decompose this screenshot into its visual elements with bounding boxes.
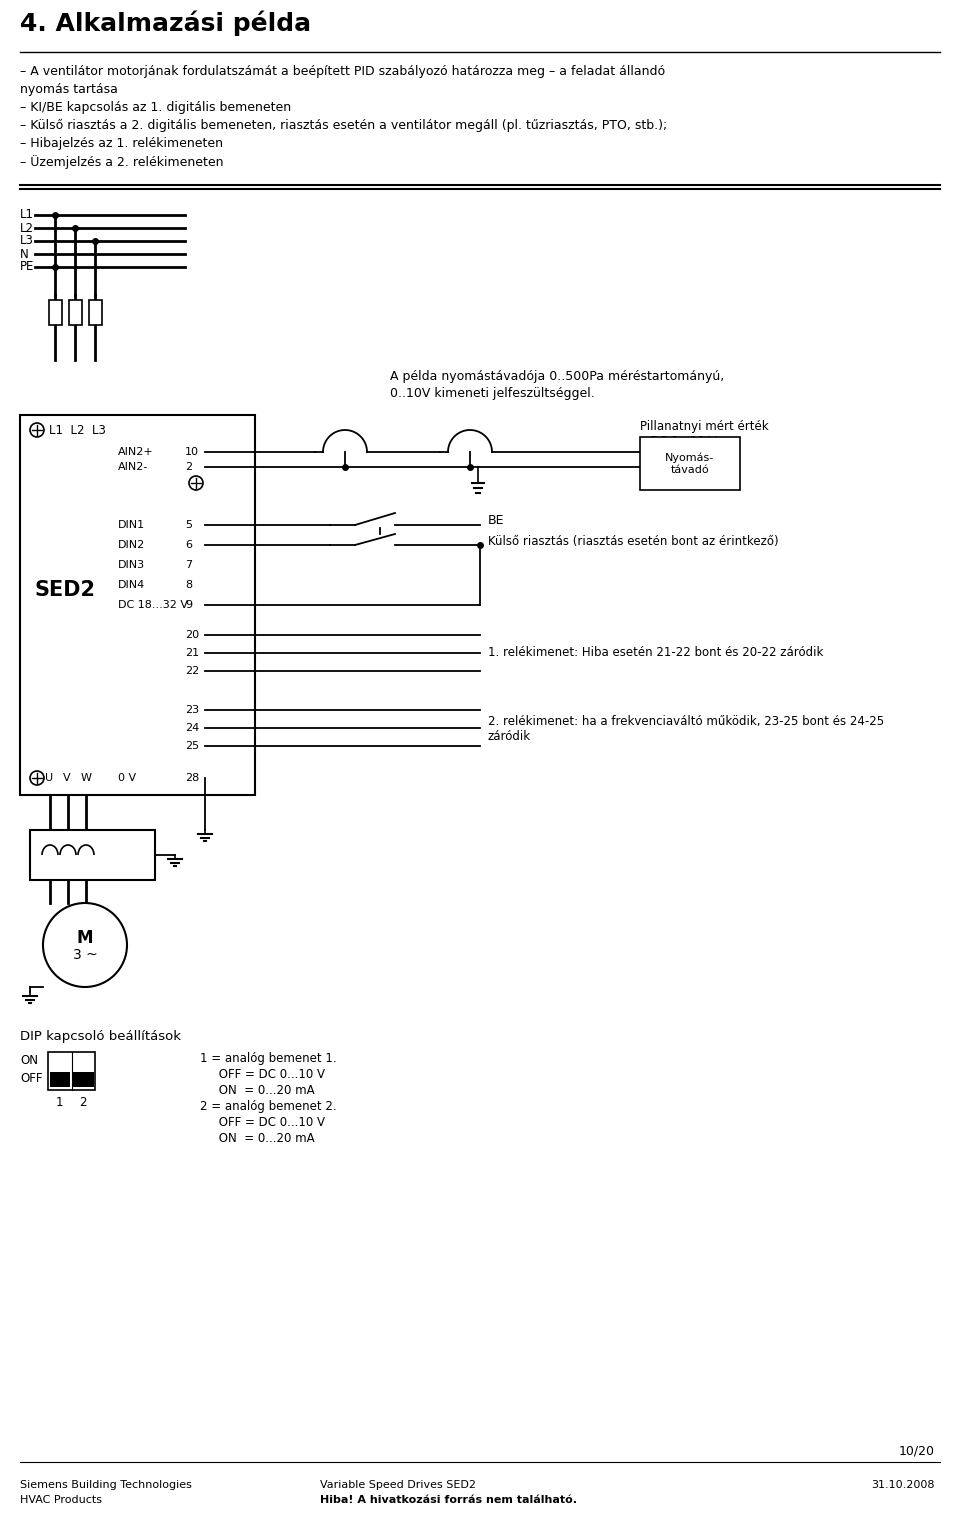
Text: 1 = analóg bemenet 1.: 1 = analóg bemenet 1.	[200, 1052, 337, 1066]
Circle shape	[30, 423, 44, 437]
Text: – Hibajelzés az 1. relékimeneten: – Hibajelzés az 1. relékimeneten	[20, 136, 223, 150]
Text: L3: L3	[20, 235, 34, 247]
Text: SED2: SED2	[35, 581, 96, 600]
Text: DIN3: DIN3	[118, 559, 145, 570]
Text: 21: 21	[185, 647, 199, 658]
Text: 0 V: 0 V	[118, 773, 136, 782]
Text: 25: 25	[185, 741, 199, 750]
Circle shape	[189, 476, 203, 490]
Text: 20: 20	[185, 631, 199, 640]
Bar	[68, 300, 82, 324]
Text: záródik: záródik	[488, 731, 531, 743]
Text: 1: 1	[56, 1096, 63, 1108]
Text: L1  L2  L3: L1 L2 L3	[49, 423, 106, 437]
Bar	[640, 437, 740, 490]
Text: 31.10.2008: 31.10.2008	[872, 1480, 935, 1490]
Bar	[20, 415, 255, 794]
Text: AIN2+: AIN2+	[118, 447, 154, 456]
Text: – A ventilátor motorjának fordulatszámát a beépített PID szabályozó határozza me: – A ventilátor motorjának fordulatszámát…	[20, 65, 665, 77]
Text: Pillanatnyi mért érték: Pillanatnyi mért érték	[640, 420, 769, 434]
Text: Hiba! A hivatkozási forrás nem található.: Hiba! A hivatkozási forrás nem található…	[320, 1495, 577, 1505]
Text: U: U	[45, 773, 53, 782]
Text: 2 = analóg bemenet 2.: 2 = analóg bemenet 2.	[200, 1101, 337, 1113]
Text: L1: L1	[20, 209, 34, 221]
Text: 23: 23	[185, 705, 199, 716]
Text: DIN2: DIN2	[118, 540, 145, 550]
Text: – Külső riasztás a 2. digitális bemeneten, riasztás esetén a ventilátor megáll (: – Külső riasztás a 2. digitális bemenete…	[20, 118, 667, 132]
Text: 3 ~: 3 ~	[73, 948, 97, 963]
Text: 7: 7	[185, 559, 192, 570]
Text: 0..10V kimeneti jelfeszültséggel.: 0..10V kimeneti jelfeszültséggel.	[390, 387, 595, 400]
Bar	[48, 1052, 95, 1090]
Text: V: V	[63, 773, 71, 782]
Text: 8: 8	[185, 581, 192, 590]
Text: AIN2-: AIN2-	[118, 462, 149, 471]
Text: DC 0...10 V: DC 0...10 V	[650, 435, 716, 449]
Text: DIN4: DIN4	[118, 581, 145, 590]
Text: DC 18...32 V: DC 18...32 V	[118, 600, 188, 609]
Text: 1. relékimenet: Hiba esetén 21-22 bont és 20-22 záródik: 1. relékimenet: Hiba esetén 21-22 bont é…	[488, 646, 824, 659]
Text: 2. relékimenet: ha a frekvenciaváltó működik, 23-25 bont és 24-25: 2. relékimenet: ha a frekvenciaváltó műk…	[488, 716, 884, 729]
Text: – KI/BE kapcsolás az 1. digitális bemeneten: – KI/BE kapcsolás az 1. digitális bemene…	[20, 102, 291, 114]
Text: – Üzemjelzés a 2. relékimeneten: – Üzemjelzés a 2. relékimeneten	[20, 155, 224, 168]
Text: ON  = 0...20 mA: ON = 0...20 mA	[200, 1132, 315, 1145]
Text: ON  = 0...20 mA: ON = 0...20 mA	[200, 1084, 315, 1098]
Text: DIN1: DIN1	[118, 520, 145, 531]
Text: 24: 24	[185, 723, 200, 734]
Bar	[30, 829, 155, 879]
Text: L2: L2	[20, 221, 34, 235]
Text: 10: 10	[185, 447, 199, 456]
Text: 9: 9	[185, 600, 192, 609]
Text: M: M	[77, 929, 93, 948]
Text: nyomás tartása: nyomás tartása	[20, 83, 118, 96]
Text: OFF: OFF	[20, 1072, 42, 1084]
Bar	[49, 300, 61, 324]
Text: Nyomás-
távadó: Nyomás- távadó	[665, 452, 714, 475]
Text: 2: 2	[185, 462, 192, 471]
Text: Siemens Building Technologies: Siemens Building Technologies	[20, 1480, 192, 1490]
Text: 22: 22	[185, 666, 200, 676]
Text: 10/20: 10/20	[899, 1445, 935, 1458]
Circle shape	[43, 904, 127, 987]
Text: Külső riasztás (riasztás esetén bont az érintkező): Külső riasztás (riasztás esetén bont az …	[488, 535, 779, 547]
Text: BE: BE	[488, 514, 505, 526]
Text: PE: PE	[20, 261, 35, 273]
Text: 28: 28	[185, 773, 200, 782]
Text: ON: ON	[20, 1054, 38, 1066]
Text: Variable Speed Drives SED2: Variable Speed Drives SED2	[320, 1480, 476, 1490]
Text: 4. Alkalmazási példa: 4. Alkalmazási példa	[20, 11, 311, 35]
Bar	[50, 1072, 70, 1087]
Text: 5: 5	[185, 520, 192, 531]
Bar	[88, 300, 102, 324]
Text: OFF = DC 0...10 V: OFF = DC 0...10 V	[200, 1067, 325, 1081]
Text: 2: 2	[80, 1096, 87, 1108]
Text: N: N	[20, 247, 29, 261]
Circle shape	[30, 772, 44, 785]
Text: 6: 6	[185, 540, 192, 550]
Bar	[73, 1072, 93, 1087]
Text: A példa nyomástávadója 0..500Pa méréstartományú,: A példa nyomástávadója 0..500Pa méréstar…	[390, 370, 724, 384]
Text: HVAC Products: HVAC Products	[20, 1495, 102, 1505]
Text: W: W	[81, 773, 92, 782]
Text: DIP kapcsoló beállítások: DIP kapcsoló beállítások	[20, 1029, 181, 1043]
Text: OFF = DC 0...10 V: OFF = DC 0...10 V	[200, 1116, 325, 1129]
